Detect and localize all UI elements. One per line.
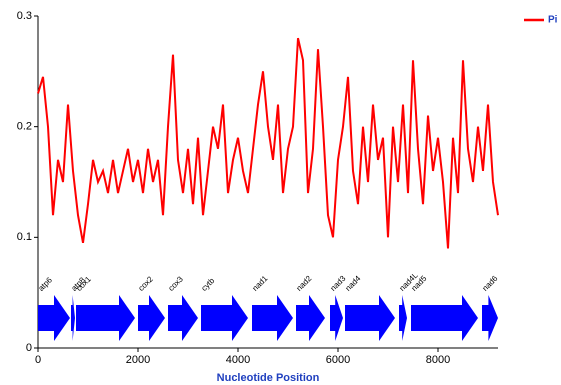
gene-arrow — [38, 295, 70, 341]
y-tick-label: 0.3 — [17, 10, 32, 22]
gene-label: cox3 — [167, 274, 186, 293]
gene-arrow — [252, 295, 293, 341]
gene-label: nad2 — [295, 274, 314, 293]
gene-label: cox2 — [137, 274, 156, 293]
legend-label: Pi — [548, 15, 558, 26]
gene-label: atp6 — [37, 275, 55, 293]
gene-arrow — [138, 295, 165, 341]
y-tick-label: 0 — [26, 342, 32, 354]
gene-label: cytb — [200, 276, 217, 293]
x-tick-label: 8000 — [426, 354, 450, 366]
series-line — [37, 37, 499, 249]
x-axis-label: Nucleotide Position — [217, 372, 320, 384]
y-tick-label: 0.2 — [17, 121, 32, 133]
gene-arrow — [201, 295, 248, 341]
gene-arrow — [71, 295, 75, 341]
gene-arrow — [399, 295, 407, 341]
gene-label: nad4 — [344, 274, 363, 293]
gene-arrow — [482, 295, 498, 341]
gene-arrow — [345, 295, 395, 341]
x-tick-label: 0 — [35, 354, 41, 366]
gene-arrow — [168, 295, 198, 341]
y-tick-label: 0.1 — [17, 231, 32, 243]
x-tick-label: 2000 — [126, 354, 150, 366]
gene-label: nad1 — [251, 274, 270, 293]
x-tick-label: 6000 — [326, 354, 350, 366]
gene-arrow — [411, 295, 478, 341]
gene-label: nad3 — [329, 274, 348, 293]
gene-arrow — [296, 295, 325, 341]
gene-label: cox1 — [75, 274, 94, 293]
gene-arrow — [330, 295, 343, 341]
gene-label: nad6 — [481, 274, 500, 293]
x-tick-label: 4000 — [226, 354, 250, 366]
gene-arrow — [76, 295, 135, 341]
